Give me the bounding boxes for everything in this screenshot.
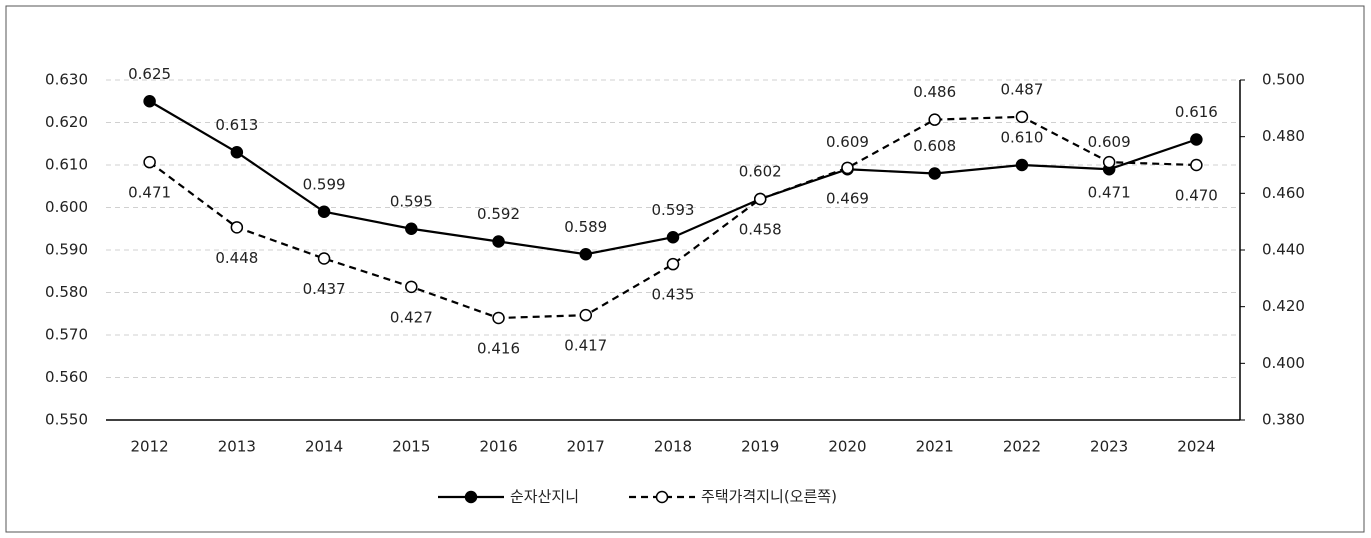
y-tick-label: 0.590 [45, 241, 88, 259]
x-tick-label: 2018 [654, 438, 692, 456]
y-tick-label: 0.630 [45, 71, 88, 89]
data-label: 0.437 [303, 280, 346, 298]
data-label: 0.610 [1000, 129, 1043, 147]
point [666, 257, 680, 271]
x-tick-label: 2023 [1090, 438, 1128, 456]
x-tick-label: 2015 [392, 438, 430, 456]
data-label: 0.416 [477, 340, 520, 358]
y-tick-label: 0.620 [45, 113, 88, 131]
point [492, 311, 505, 325]
data-label: 0.602 [739, 163, 782, 181]
data-label: 0.487 [1000, 80, 1043, 98]
point [143, 95, 156, 108]
legend-label: 주택가격지니(오른쪽) [701, 488, 837, 506]
x-tick-label: 2021 [916, 438, 954, 456]
data-label: 0.589 [564, 218, 607, 236]
data-label: 0.486 [913, 83, 956, 101]
y2-tick-label: 0.400 [1262, 354, 1305, 372]
point [230, 221, 244, 234]
x-tick-label: 2022 [1003, 438, 1041, 456]
point [1015, 110, 1029, 124]
x-tick-label: 2019 [741, 438, 779, 456]
data-label: 0.608 [913, 137, 956, 155]
data-label: 0.427 [390, 308, 433, 326]
legend-marker [655, 490, 669, 504]
y2-tick-label: 0.480 [1262, 127, 1305, 145]
point [230, 146, 244, 159]
point [579, 308, 593, 322]
frame [5, 5, 1365, 533]
legend-marker [464, 490, 478, 504]
data-label: 0.599 [303, 175, 346, 193]
x-tick-label: 2013 [218, 438, 256, 456]
data-label: 0.593 [652, 201, 695, 219]
x-tick-label: 2020 [828, 438, 866, 456]
y-tick-label: 0.560 [45, 368, 88, 386]
x-tick-label: 2016 [479, 438, 517, 456]
data-label: 0.616 [1175, 103, 1218, 121]
point [928, 113, 941, 126]
point [317, 205, 331, 218]
point [1190, 158, 1203, 172]
point [317, 252, 331, 265]
y2-tick-label: 0.500 [1262, 71, 1305, 89]
y-tick-label: 0.580 [45, 283, 88, 301]
data-label: 0.448 [215, 249, 258, 267]
y-tick-label: 0.600 [45, 198, 88, 216]
x-tick-label: 2014 [305, 438, 343, 456]
point [492, 235, 505, 248]
y2-tick-label: 0.460 [1262, 184, 1305, 202]
data-label: 0.613 [215, 116, 258, 134]
data-label: 0.435 [652, 286, 695, 304]
point [928, 167, 941, 180]
point [753, 192, 767, 206]
point [1015, 158, 1029, 172]
point [579, 248, 593, 261]
data-label: 0.595 [390, 192, 433, 210]
point [841, 161, 854, 175]
point [666, 231, 680, 244]
point [1102, 155, 1116, 169]
x-tick-label: 2012 [131, 438, 169, 456]
y-tick-label: 0.610 [45, 156, 88, 174]
y-tick-label: 0.570 [45, 326, 88, 344]
data-label: 0.417 [564, 337, 607, 355]
y2-tick-label: 0.440 [1262, 241, 1305, 259]
legend-label: 순자산지니 [510, 488, 579, 506]
point [405, 222, 418, 235]
point [143, 155, 156, 169]
data-label: 0.458 [739, 221, 782, 239]
y2-tick-label: 0.420 [1262, 297, 1305, 315]
x-tick-label: 2024 [1177, 438, 1215, 456]
data-label: 0.471 [1088, 184, 1131, 202]
data-label: 0.471 [128, 184, 171, 202]
data-label: 0.609 [826, 133, 869, 151]
point [405, 280, 418, 294]
data-label: 0.592 [477, 205, 520, 223]
data-label: 0.609 [1088, 133, 1131, 151]
data-label: 0.470 [1175, 187, 1218, 205]
y2-tick-label: 0.380 [1262, 411, 1305, 429]
data-label: 0.625 [128, 65, 171, 83]
point [1190, 133, 1203, 146]
data-label: 0.469 [826, 189, 869, 207]
x-tick-label: 2017 [567, 438, 605, 456]
y-tick-label: 0.550 [45, 411, 88, 429]
